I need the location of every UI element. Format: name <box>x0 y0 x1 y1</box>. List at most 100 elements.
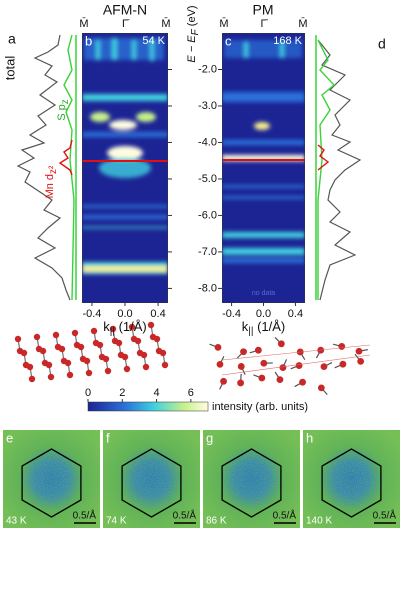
bond <box>221 344 371 361</box>
symmetry-label: Γ̄ <box>122 18 130 30</box>
x-label-unit: (1/Å) <box>115 319 147 334</box>
atom <box>299 378 306 386</box>
atom <box>85 369 93 377</box>
scale-label: 0.5/Å <box>73 509 97 522</box>
dos-s-sub: z <box>60 99 71 104</box>
atom <box>64 359 72 367</box>
dos-s-label: S pz <box>56 99 71 121</box>
atom <box>240 348 247 356</box>
atom <box>214 343 222 351</box>
y-tick-label: -8.0 <box>198 282 217 294</box>
x-tick-label: 0.4 <box>150 308 165 320</box>
panel-label: c <box>225 33 232 48</box>
atom <box>237 379 245 387</box>
x-tick-label: 0.4 <box>288 308 303 320</box>
temperature: 43 K <box>6 516 27 527</box>
temperature: 74 K <box>106 516 127 527</box>
arpes-map <box>82 33 168 303</box>
atom <box>142 363 150 371</box>
temperature: 168 K <box>273 35 302 47</box>
atom <box>33 333 41 341</box>
temperature: 140 K <box>306 516 332 527</box>
x-label-main: k <box>103 319 110 334</box>
symmetry-label: M̄ <box>298 17 307 30</box>
atom <box>260 359 268 367</box>
x-tick-label: 0.0 <box>117 308 132 320</box>
x-label-sub: || <box>110 326 115 337</box>
atom <box>220 377 227 385</box>
panel-label: d <box>378 36 386 52</box>
panel-label: b <box>85 33 92 48</box>
panel-label: e <box>6 430 13 445</box>
atom <box>295 362 303 369</box>
colorbar-tick-label: 6 <box>188 387 194 399</box>
atom <box>71 329 79 337</box>
title: AFM-N <box>103 2 147 18</box>
map-noise <box>3 430 100 528</box>
symmetry-label: M̄ <box>219 17 228 30</box>
x-tick-label: 0.0 <box>256 308 271 320</box>
y-tick-label: -7.0 <box>198 246 217 258</box>
x-axis-label: k|| (1/Å) <box>103 319 147 336</box>
dos-s-main: S p <box>56 104 68 121</box>
atom <box>357 357 365 365</box>
atom <box>26 363 34 371</box>
atom <box>339 360 347 368</box>
dos-mn-main: Mn d <box>44 174 56 198</box>
panel-label: h <box>306 430 313 445</box>
atom <box>216 360 224 368</box>
note: no data <box>252 290 275 297</box>
dos-mn-label: Mn dz² <box>44 165 59 198</box>
map-noise <box>303 430 400 528</box>
bond <box>221 354 371 376</box>
dos-curves <box>315 35 362 301</box>
dos-total-label: total <box>2 56 17 81</box>
panel-label: f <box>106 430 110 445</box>
atom <box>147 321 155 329</box>
y-label-sub: F <box>190 28 201 35</box>
atom <box>258 374 266 382</box>
scale-label: 0.5/Å <box>173 509 197 522</box>
atom <box>237 363 245 370</box>
map-noise <box>103 430 200 528</box>
x-tick-label: -0.4 <box>222 308 241 320</box>
atom <box>320 363 328 371</box>
atom <box>47 373 55 381</box>
atom <box>277 340 285 348</box>
atom <box>276 376 284 384</box>
atom <box>121 353 129 361</box>
atom <box>58 345 66 353</box>
dos-mn-sub: z² <box>48 165 59 174</box>
dos-curves <box>16 34 77 301</box>
atom <box>20 349 28 357</box>
brillouin-zone <box>121 448 182 518</box>
panel-label: a <box>8 31 16 47</box>
y-label-unit: (eV) <box>186 5 198 29</box>
colorbar-tick-label: 2 <box>119 387 125 399</box>
scale-label: 0.5/Å <box>273 509 297 522</box>
atom <box>254 346 262 354</box>
x-tick-label: -0.4 <box>82 308 101 320</box>
atom <box>279 364 287 372</box>
brillouin-zone <box>21 448 82 518</box>
atom <box>140 351 148 359</box>
temperature: 54 K <box>142 35 165 47</box>
atom <box>83 357 91 365</box>
atom <box>161 361 169 369</box>
map-noise <box>203 430 300 528</box>
atom <box>123 365 131 373</box>
colorbar-tick-label: 0 <box>85 387 91 399</box>
atom <box>104 367 112 375</box>
atom <box>52 331 60 339</box>
atom <box>134 337 142 345</box>
x-label-unit: (1/Å) <box>253 319 285 334</box>
atom <box>355 347 363 355</box>
crystal-structures <box>14 321 371 396</box>
colorbar-label: intensity (arb. units) <box>212 401 308 413</box>
symmetry-label: M̄ <box>161 17 170 30</box>
colorbar-tick-label: 4 <box>154 387 160 399</box>
y-tick-label: -3.0 <box>198 100 217 112</box>
symmetry-label: M̄ <box>79 17 88 30</box>
y-label-main: E − E <box>186 35 198 63</box>
y-tick-label: -5.0 <box>198 173 217 185</box>
